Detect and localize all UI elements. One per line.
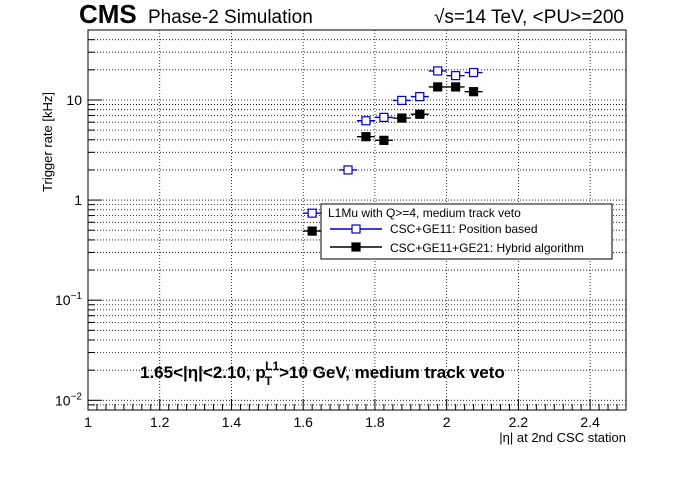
- y-tick-label: 10−1: [55, 291, 82, 308]
- data-point: [433, 66, 443, 76]
- annotation-sub: T: [265, 374, 273, 388]
- x-axis-label: |η| at 2nd CSC station: [499, 430, 626, 445]
- data-point: [433, 82, 443, 92]
- subtitle-label: Phase-2 Simulation: [148, 7, 313, 28]
- series-open-square: [303, 66, 483, 218]
- energy-label: √s=14 TeV, <PU>=200: [434, 7, 624, 28]
- experiment-label: CMS: [79, 0, 137, 29]
- legend-marker-open-square: [351, 224, 361, 234]
- legend-entry-hybrid: CSC+GE11+GE21: Hybrid algorithm: [390, 241, 584, 255]
- data-point: [451, 82, 461, 92]
- x-tick-label: 2.2: [509, 414, 529, 430]
- annotation-suffix: >10 GeV, medium track veto: [279, 363, 505, 382]
- legend-box: [320, 203, 613, 260]
- data-point: [397, 95, 407, 106]
- annotation-sup: L1: [265, 359, 279, 373]
- annotation-prefix: 1.65<|η|<2.10, p: [140, 363, 266, 382]
- x-tick-label: 2: [443, 414, 451, 430]
- x-tick-label: 1.6: [293, 414, 313, 430]
- legend-entry-position-based: CSC+GE11: Position based: [390, 222, 538, 236]
- y-tick-label: 1: [74, 192, 82, 208]
- data-point: [361, 116, 371, 126]
- data-point: [307, 226, 317, 236]
- legend-header: L1Mu with Q>=4, medium track veto: [328, 206, 521, 220]
- x-tick-label: 2.4: [580, 414, 600, 430]
- data-point: [307, 208, 317, 218]
- plot-frame: [87, 29, 627, 411]
- x-tick-label: 1.8: [365, 414, 385, 430]
- x-tick-label: 1.2: [150, 414, 170, 430]
- legend: L1Mu with Q>=4, medium track veto CSC+GE…: [320, 203, 613, 260]
- data-point: [415, 109, 425, 119]
- data-point: [468, 87, 479, 97]
- data-point: [468, 67, 479, 78]
- data-point: [451, 71, 461, 81]
- data-point: [397, 113, 407, 123]
- data-point: [379, 135, 389, 145]
- axis-ticks: 1 1.2 1.4 1.6 1.8 2 2.2 2.4 10−2 10−1 1 10: [55, 29, 627, 430]
- data-point: [415, 92, 425, 102]
- data-point: [361, 132, 371, 142]
- legend-marker-filled-square: [351, 242, 361, 252]
- data-point: [343, 165, 353, 175]
- x-tick-label: 1.4: [222, 414, 242, 430]
- y-tick-label: 10: [66, 92, 82, 108]
- y-axis-label: Trigger rate [kHz]: [40, 92, 55, 192]
- y-tick-label: 10−2: [55, 391, 82, 408]
- cut-annotation: 1.65<|η|<2.10, pTL1>10 GeV, medium track…: [140, 359, 505, 388]
- data-point: [379, 112, 389, 122]
- x-tick-label: 1: [84, 414, 92, 430]
